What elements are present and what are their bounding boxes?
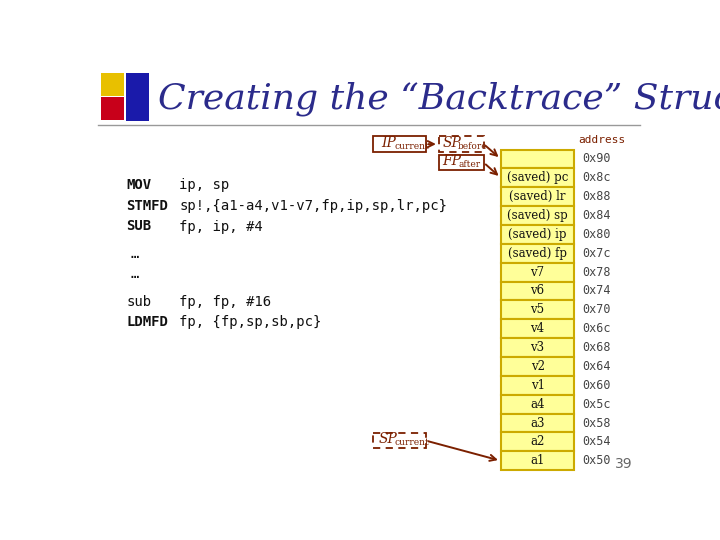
Text: v6: v6	[531, 285, 544, 298]
Text: a2: a2	[531, 435, 545, 448]
Text: 0x80: 0x80	[582, 228, 611, 241]
Text: (saved) fp: (saved) fp	[508, 247, 567, 260]
Text: (saved) lr: (saved) lr	[509, 190, 566, 203]
Bar	[500, 395, 575, 414]
Text: sp!,{a1-a4,v1-v7,fp,ip,sp,lr,pc}: sp!,{a1-a4,v1-v7,fp,ip,sp,lr,pc}	[179, 199, 447, 213]
Text: FP: FP	[442, 154, 461, 168]
Bar	[500, 433, 575, 451]
Text: v5: v5	[531, 303, 544, 316]
Text: ip, sp: ip, sp	[179, 178, 230, 192]
Text: v7: v7	[531, 266, 544, 279]
Bar	[373, 137, 426, 152]
Bar	[500, 451, 575, 470]
Bar	[500, 414, 575, 433]
Text: a4: a4	[531, 397, 545, 411]
Bar	[373, 433, 426, 448]
Text: 0x7c: 0x7c	[582, 247, 611, 260]
Bar	[500, 338, 575, 357]
Text: fp, ip, #4: fp, ip, #4	[179, 219, 263, 233]
Text: SP: SP	[442, 136, 461, 150]
Text: current: current	[395, 141, 429, 151]
Text: address: address	[578, 135, 625, 145]
Bar	[500, 281, 575, 300]
Bar	[500, 206, 575, 225]
Text: 0x54: 0x54	[582, 435, 611, 448]
Text: …: …	[130, 267, 139, 281]
Bar	[500, 187, 575, 206]
Text: v1: v1	[531, 379, 544, 392]
Text: fp, {fp,sp,sb,pc}: fp, {fp,sp,sb,pc}	[179, 315, 322, 329]
Text: 0x60: 0x60	[582, 379, 611, 392]
Text: SP: SP	[379, 433, 397, 447]
Text: MOV: MOV	[127, 178, 151, 192]
Text: a1: a1	[531, 454, 545, 467]
Text: (saved) ip: (saved) ip	[508, 228, 567, 241]
Text: 0x64: 0x64	[582, 360, 611, 373]
Text: 0x5c: 0x5c	[582, 397, 611, 411]
Bar	[500, 300, 575, 319]
Bar	[500, 357, 575, 376]
Text: 0x74: 0x74	[582, 285, 611, 298]
Text: 0x68: 0x68	[582, 341, 611, 354]
Bar	[438, 155, 484, 170]
Text: 0x90: 0x90	[582, 152, 611, 165]
Text: IP: IP	[381, 136, 395, 150]
Text: sub: sub	[127, 295, 151, 309]
Text: current: current	[395, 438, 429, 447]
Text: 0x8c: 0x8c	[582, 171, 611, 184]
Text: 0x50: 0x50	[582, 454, 611, 467]
Text: 0x58: 0x58	[582, 416, 611, 429]
Text: 0x78: 0x78	[582, 266, 611, 279]
Bar	[500, 244, 575, 262]
Text: fp, fp, #16: fp, fp, #16	[179, 295, 271, 309]
Text: 0x70: 0x70	[582, 303, 611, 316]
Bar	[500, 376, 575, 395]
Text: LDMFD: LDMFD	[127, 315, 168, 329]
Text: v2: v2	[531, 360, 544, 373]
Text: after: after	[458, 160, 480, 169]
Bar	[126, 72, 149, 121]
Text: (saved) sp: (saved) sp	[507, 209, 568, 222]
Text: 0x84: 0x84	[582, 209, 611, 222]
Text: SUB: SUB	[127, 219, 151, 233]
Bar	[101, 97, 124, 120]
Text: before: before	[458, 141, 487, 151]
Bar	[438, 137, 484, 152]
Text: Creating the “Backtrace” Structure: Creating the “Backtrace” Structure	[158, 82, 720, 116]
Text: a3: a3	[531, 416, 545, 429]
Text: (saved) pc: (saved) pc	[507, 171, 568, 184]
Text: v4: v4	[531, 322, 544, 335]
Bar	[500, 225, 575, 244]
Text: 0x6c: 0x6c	[582, 322, 611, 335]
Text: 0x88: 0x88	[582, 190, 611, 203]
Bar	[500, 262, 575, 281]
Text: STMFD: STMFD	[127, 199, 168, 213]
Text: …: …	[130, 247, 139, 261]
Bar	[500, 150, 575, 168]
Text: 39: 39	[615, 457, 632, 471]
Bar	[500, 319, 575, 338]
Bar	[101, 72, 124, 96]
Text: v3: v3	[531, 341, 544, 354]
Bar	[500, 168, 575, 187]
